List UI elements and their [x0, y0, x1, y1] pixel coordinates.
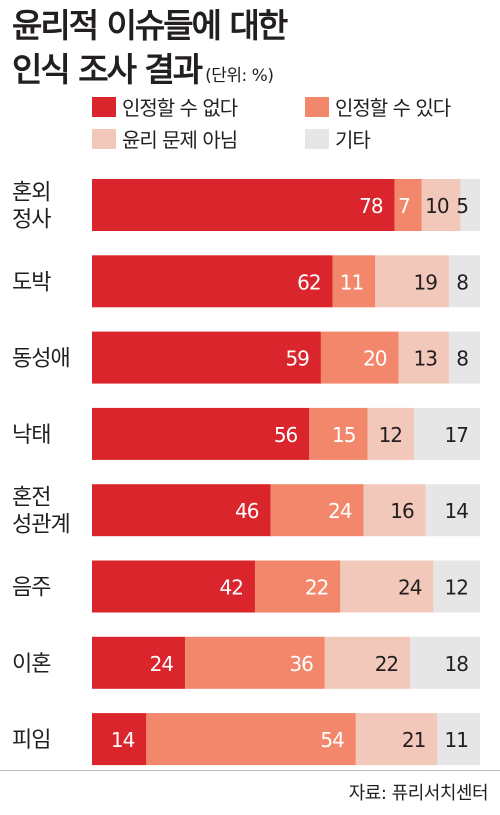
data-label-not-moral-issue: 16	[390, 499, 414, 523]
data-label-unacceptable: 78	[359, 194, 383, 218]
bar-segment-not-moral-issue	[340, 560, 434, 613]
category-label: 혼전 성관계	[12, 486, 70, 538]
legend-label-acceptable: 인정할 수 있다	[335, 96, 451, 120]
category-label: 동성애	[12, 347, 70, 372]
bar-segment-unacceptable	[92, 407, 310, 460]
source-note: 자료: 퓨리서치센터	[348, 783, 489, 804]
legend-item-other: 기타	[305, 124, 371, 153]
bar-segment-unacceptable	[92, 636, 186, 689]
bar-segment-unacceptable	[92, 560, 255, 613]
chart-title: 윤리적 이슈들에 대한 인식 조사 결과 (단위: %)	[12, 4, 288, 98]
bar-segment-acceptable	[185, 636, 325, 689]
bar-segment-other	[414, 407, 480, 460]
bar-segment-acceptable	[270, 484, 364, 537]
legend-item-unacceptable: 인정할 수 없다	[92, 92, 238, 121]
data-label-acceptable: 15	[332, 423, 355, 447]
bar-segment-not-moral-issue	[398, 331, 449, 384]
legend-swatch-other	[305, 128, 329, 149]
category-label: 이혼	[12, 652, 51, 677]
data-label-not-moral-issue: 19	[414, 270, 438, 294]
data-label-not-moral-issue: 24	[398, 576, 422, 600]
bar-segment-not-moral-issue	[367, 407, 415, 460]
legend-swatch-unacceptable	[92, 96, 116, 117]
data-label-unacceptable: 24	[150, 652, 174, 676]
bar-segment-other	[410, 636, 480, 689]
bar-segment-not-moral-issue	[375, 255, 449, 308]
data-label-acceptable: 11	[340, 270, 363, 294]
data-label-other: 14	[445, 499, 469, 523]
bar-segment-acceptable	[332, 255, 376, 308]
unit-label: (단위: %)	[205, 66, 274, 86]
data-label-acceptable: 36	[289, 652, 313, 676]
data-label-not-moral-issue: 13	[414, 347, 438, 371]
legend-swatch-acceptable	[305, 96, 329, 117]
category-label: 낙태	[12, 423, 50, 448]
bar-segment-not-moral-issue	[324, 636, 411, 689]
category-label: 음주	[12, 576, 51, 601]
bar-segment-unacceptable	[92, 713, 147, 766]
data-label-unacceptable: 46	[235, 499, 259, 523]
title-line-2-text: 인식 조사 결과	[12, 50, 203, 89]
bar-segment-acceptable	[394, 179, 422, 231]
legend-swatch-not-moral-issue	[92, 128, 116, 149]
title-line-2: 인식 조사 결과 (단위: %)	[12, 48, 286, 98]
legend-label-unacceptable: 인정할 수 없다	[122, 96, 238, 120]
data-label-other: 8	[456, 270, 468, 294]
data-label-not-moral-issue: 21	[402, 728, 425, 752]
data-label-unacceptable: 56	[274, 423, 298, 447]
bar-segment-other	[425, 484, 480, 537]
bar-segment-not-moral-issue	[355, 713, 438, 766]
data-label-unacceptable: 14	[111, 728, 135, 752]
data-label-acceptable: 24	[328, 499, 352, 523]
data-label-not-moral-issue: 22	[375, 652, 398, 676]
bar-segment-unacceptable	[92, 331, 321, 384]
category-label: 도박	[12, 270, 51, 295]
legend-item-not-moral-issue: 윤리 문제 아님	[92, 124, 238, 153]
bar-segment-acceptable	[309, 407, 368, 460]
data-label-not-moral-issue: 12	[379, 423, 402, 447]
data-label-unacceptable: 59	[285, 347, 309, 371]
bar-segment-unacceptable	[92, 484, 271, 537]
bar-segment-other	[460, 179, 480, 231]
bar-segment-unacceptable	[92, 179, 395, 231]
legend-label-other: 기타	[335, 128, 371, 152]
bar-segment-acceptable	[254, 560, 341, 613]
data-label-unacceptable: 62	[297, 270, 320, 294]
data-label-other: 11	[445, 728, 468, 752]
data-label-acceptable: 22	[305, 576, 328, 600]
bar-segment-other	[448, 255, 480, 308]
data-label-other: 5	[456, 194, 468, 218]
bar-segment-other	[448, 331, 480, 384]
data-label-acceptable: 20	[363, 347, 387, 371]
bar-segment-unacceptable	[92, 255, 333, 308]
bar-segment-acceptable	[146, 713, 356, 766]
data-label-other: 18	[445, 652, 469, 676]
footer-divider	[0, 770, 500, 771]
data-label-other: 12	[445, 576, 468, 600]
bar-segment-not-moral-issue	[421, 179, 461, 231]
bar-segment-acceptable	[320, 331, 399, 384]
category-label: 혼외 정사	[12, 181, 51, 233]
data-label-other: 8	[456, 347, 468, 371]
legend-item-acceptable: 인정할 수 있다	[305, 92, 451, 121]
data-label-not-moral-issue: 10	[425, 194, 449, 218]
data-label-acceptable: 54	[320, 728, 344, 752]
data-label-other: 17	[445, 423, 469, 447]
category-label: 피임	[12, 728, 50, 753]
bar-segment-other	[433, 560, 480, 613]
bar-segment-not-moral-issue	[363, 484, 426, 537]
legend-label-not-moral-issue: 윤리 문제 아님	[122, 128, 238, 152]
title-line-1: 윤리적 이슈들에 대한	[12, 6, 288, 45]
data-label-acceptable: 7	[398, 194, 410, 218]
data-label-unacceptable: 42	[220, 576, 243, 600]
bar-segment-other	[437, 713, 480, 766]
